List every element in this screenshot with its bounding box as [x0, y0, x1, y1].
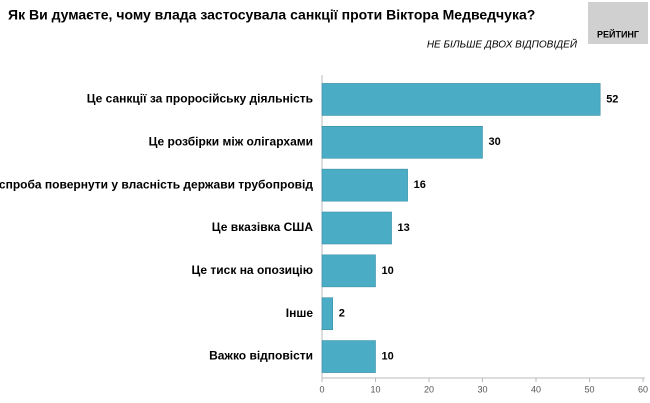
chart-title: Як Ви думаєте, чому влада застосувала са… — [8, 7, 535, 23]
bar — [321, 211, 392, 245]
category-label: Інше — [286, 306, 314, 320]
value-label: 13 — [398, 222, 410, 234]
category-label: Це спроба повернути у власність держави … — [0, 177, 313, 191]
category-label: Це вказівка США — [212, 220, 314, 234]
bar — [321, 83, 601, 116]
bar — [321, 168, 408, 202]
bar — [321, 297, 333, 331]
value-label: 10 — [382, 350, 394, 362]
x-tick-label: 60 — [638, 384, 648, 394]
logo: РЕЙТИНГ — [597, 28, 639, 39]
category-label: Це тиск на опозицію — [192, 263, 314, 277]
bar — [321, 254, 376, 288]
x-tick-label: 10 — [370, 384, 380, 394]
value-label: 52 — [606, 93, 618, 105]
x-tick-label: 40 — [531, 384, 541, 394]
category-label: Важко відповісти — [209, 349, 313, 363]
category-label: Це санкції за проросійську діяльність — [87, 92, 313, 106]
category-label: Це розбірки між олігархами — [149, 134, 313, 148]
x-tick-label: 20 — [424, 384, 434, 394]
x-tick-label: 0 — [319, 384, 324, 394]
bar — [321, 125, 483, 159]
logo-box — [588, 2, 648, 44]
value-label: 30 — [489, 136, 501, 148]
value-label: 2 — [339, 308, 345, 320]
value-label: 16 — [414, 179, 426, 191]
bar — [321, 340, 376, 373]
chart-subtitle: НЕ БІЛЬШЕ ДВОХ ВІДПОВІДЕЙ — [427, 38, 578, 51]
value-label: 10 — [382, 265, 394, 277]
x-tick-label: 50 — [584, 384, 594, 394]
x-tick-label: 30 — [477, 384, 487, 394]
